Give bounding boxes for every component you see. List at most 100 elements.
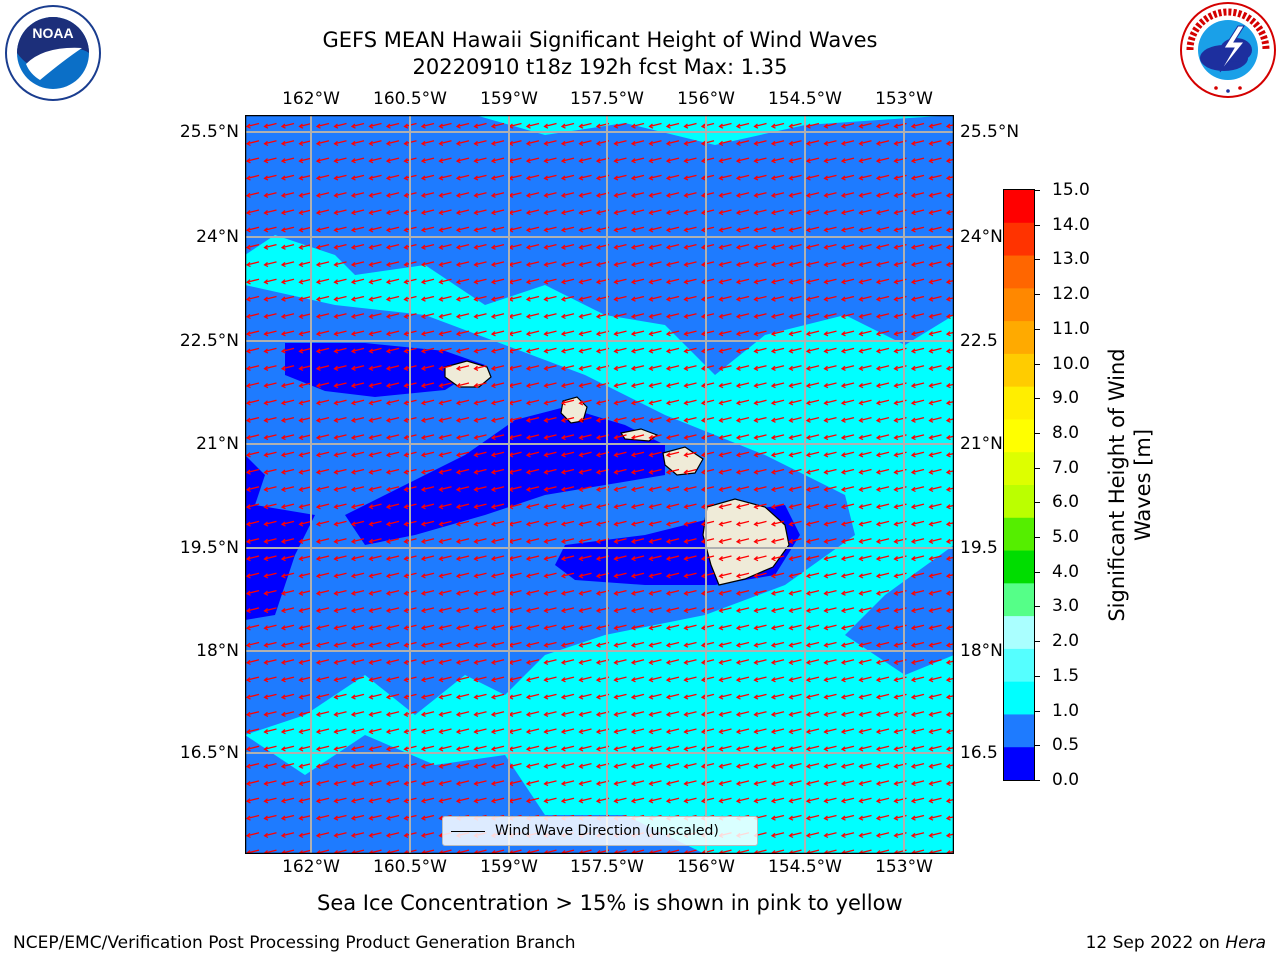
wind-arrow-shaft (911, 486, 925, 491)
wind-arrow-shaft (509, 728, 522, 733)
wind-arrow-shaft (789, 572, 802, 577)
wind-arrow-shaft (264, 416, 277, 422)
wind-arrow-shaft (736, 416, 750, 422)
wind-arrow-head (875, 400, 881, 406)
wind-arrow-shaft (719, 243, 732, 249)
wind-arrow-head (665, 504, 671, 510)
wind-arrow-head (630, 729, 636, 735)
wind-arrow-head (403, 296, 409, 302)
wind-arrow-shaft (754, 555, 767, 560)
wind-arrow-head (910, 210, 916, 216)
wind-arrow-shaft (771, 520, 785, 526)
wind-arrow-head (735, 244, 741, 250)
wind-arrow-shaft (929, 330, 942, 335)
wind-arrow-head (788, 383, 794, 389)
wind-arrow-head (403, 780, 409, 787)
wind-arrow-shaft (719, 676, 732, 681)
wind-arrow-head (578, 210, 584, 216)
wind-arrow-shaft (754, 624, 767, 629)
wind-arrow-shaft (456, 278, 470, 283)
wind-arrow-head (525, 677, 531, 683)
wind-arrow-head (595, 331, 601, 337)
wind-arrow-head (245, 677, 251, 683)
wind-arrow-head (385, 763, 391, 769)
wind-arrow-shaft (474, 711, 487, 716)
wind-arrow-shaft (684, 520, 697, 526)
wind-arrow-head (735, 677, 741, 683)
wind-arrow-shaft (859, 209, 872, 214)
wind-arrow-shaft (736, 762, 750, 768)
wind-arrow-shaft (771, 468, 785, 474)
wind-arrow-head (945, 798, 951, 804)
wind-arrow-shaft (736, 641, 750, 647)
wind-arrow-shaft (666, 226, 680, 231)
wind-arrow-head (560, 780, 566, 787)
wind-arrow-shaft (824, 157, 837, 162)
wind-arrow-shaft (369, 347, 382, 353)
wind-arrow-head (350, 192, 356, 198)
wind-arrow-head (718, 365, 724, 371)
wind-arrow-head (683, 348, 689, 354)
wind-arrow-shaft (509, 347, 522, 353)
wind-arrow-shaft (439, 797, 452, 802)
wind-arrow-shaft (736, 468, 750, 474)
wind-arrow-head (718, 607, 724, 614)
wind-arrow-head (298, 452, 304, 458)
wind-arrow-head (928, 711, 934, 717)
wind-arrow-shaft (421, 503, 435, 508)
wind-arrow-head (770, 625, 776, 631)
wind-arrow-shaft (579, 520, 592, 526)
wind-arrow-shaft (544, 728, 557, 733)
wind-arrow-head (525, 365, 531, 371)
wind-arrow-head (578, 469, 584, 475)
wind-arrow-head (735, 504, 741, 510)
wind-arrow-head (543, 625, 549, 631)
wind-arrow-head (245, 417, 251, 423)
wind-arrow-head (665, 556, 671, 562)
wind-arrow-shaft (824, 520, 837, 526)
wind-arrow-head (858, 521, 864, 527)
wind-arrow-head (455, 469, 461, 475)
wind-arrow-shaft (334, 330, 347, 335)
wind-arrow-head (875, 711, 881, 717)
wind-arrow-head (823, 659, 829, 666)
wind-arrow-head (735, 175, 741, 181)
wind-arrow-shaft (456, 538, 470, 543)
wind-arrow-shaft (876, 399, 890, 404)
wind-arrow-shaft (299, 641, 312, 647)
wind-arrow-shaft (579, 745, 592, 750)
wind-arrow-head (753, 365, 759, 371)
wind-arrow-head (945, 504, 951, 510)
wind-arrow-head (700, 607, 706, 614)
wind-arrow-shaft (456, 659, 470, 664)
wind-arrow-shaft (526, 313, 540, 318)
lon-tick-top-2: 160.5°W (373, 89, 447, 109)
wind-arrow-shaft (649, 693, 662, 699)
wind-arrow-shaft (824, 711, 837, 716)
wind-arrow-head (910, 434, 916, 441)
wind-arrow-head (613, 677, 619, 683)
wind-arrow-head (683, 556, 689, 562)
wind-arrow-shaft (351, 607, 365, 612)
wind-arrow-shaft (771, 832, 785, 837)
wind-arrow-shaft (771, 347, 785, 353)
wind-arrow-head (718, 417, 724, 423)
wind-arrow-shaft (911, 347, 925, 353)
wind-arrow-shaft (421, 624, 435, 629)
wind-arrow-head (753, 123, 759, 129)
wind-arrow-shaft (771, 486, 785, 491)
wind-arrow-shaft (719, 295, 732, 301)
wind-arrow-shaft (544, 624, 557, 629)
wind-arrow-shaft (719, 572, 732, 577)
wind-arrow-shaft (281, 382, 295, 387)
wind-arrow-head (455, 607, 461, 614)
wind-arrow-shaft (264, 295, 277, 301)
wind-arrow-shaft (439, 572, 452, 577)
wind-arrow-shaft (526, 849, 540, 854)
wind-arrow-shaft (824, 814, 837, 820)
wind-arrow-head (368, 642, 374, 648)
wind-arrow-head (385, 521, 391, 527)
wind-arrow-shaft (911, 209, 925, 214)
wind-arrow-head (420, 832, 426, 839)
wind-arrow-head (560, 659, 566, 666)
